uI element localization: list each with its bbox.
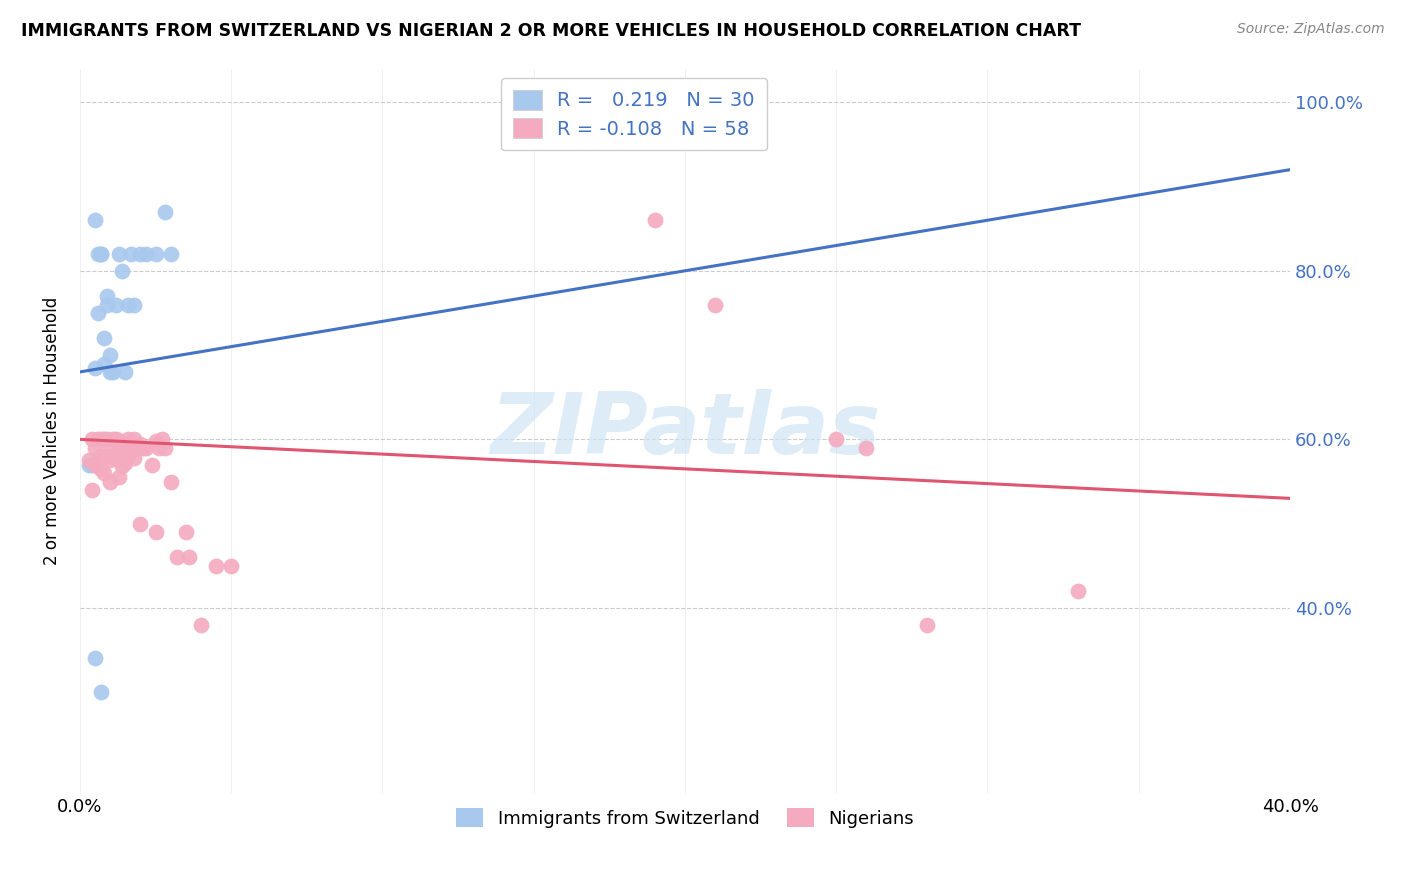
- Point: [120, 436, 142, 450]
- Point: [96, 289, 118, 303]
- Point: [174, 524, 197, 539]
- Point: [132, 441, 155, 455]
- Point: [1067, 584, 1090, 599]
- Point: [96, 297, 118, 311]
- Point: [117, 297, 139, 311]
- Point: [704, 95, 727, 110]
- Point: [105, 433, 128, 447]
- Point: [90, 449, 112, 463]
- Point: [90, 433, 112, 447]
- Point: [111, 441, 134, 455]
- Point: [114, 439, 136, 453]
- Point: [93, 357, 115, 371]
- Point: [108, 434, 131, 448]
- Point: [159, 475, 181, 489]
- Point: [84, 651, 107, 665]
- Point: [141, 458, 163, 472]
- Y-axis label: 2 or more Vehicles in Household: 2 or more Vehicles in Household: [44, 297, 60, 565]
- Point: [80, 483, 103, 497]
- Point: [93, 449, 115, 463]
- Point: [145, 434, 167, 448]
- Point: [90, 247, 112, 261]
- Point: [150, 433, 173, 447]
- Point: [108, 247, 131, 261]
- Point: [704, 297, 727, 311]
- Point: [124, 450, 146, 465]
- Point: [98, 348, 121, 362]
- Point: [84, 360, 107, 375]
- Text: ZIPatlas: ZIPatlas: [489, 390, 880, 473]
- Point: [98, 436, 121, 450]
- Point: [98, 475, 121, 489]
- Point: [127, 441, 149, 455]
- Point: [135, 441, 157, 455]
- Point: [105, 297, 128, 311]
- Point: [84, 458, 107, 472]
- Point: [111, 459, 134, 474]
- Point: [98, 453, 121, 467]
- Point: [129, 516, 152, 531]
- Point: [124, 433, 146, 447]
- Point: [644, 213, 666, 227]
- Point: [93, 433, 115, 447]
- Point: [117, 449, 139, 463]
- Point: [87, 306, 110, 320]
- Point: [219, 558, 242, 573]
- Point: [96, 433, 118, 447]
- Point: [87, 247, 110, 261]
- Point: [77, 453, 100, 467]
- Point: [825, 433, 848, 447]
- Point: [80, 458, 103, 472]
- Point: [90, 462, 112, 476]
- Point: [101, 365, 124, 379]
- Point: [145, 247, 167, 261]
- Point: [108, 470, 131, 484]
- Point: [166, 550, 188, 565]
- Point: [87, 453, 110, 467]
- Point: [177, 550, 200, 565]
- Point: [105, 450, 128, 465]
- Point: [108, 453, 131, 467]
- Point: [80, 433, 103, 447]
- Point: [96, 449, 118, 463]
- Point: [190, 617, 212, 632]
- Text: IMMIGRANTS FROM SWITZERLAND VS NIGERIAN 2 OR MORE VEHICLES IN HOUSEHOLD CORRELAT: IMMIGRANTS FROM SWITZERLAND VS NIGERIAN …: [21, 22, 1081, 40]
- Point: [145, 524, 167, 539]
- Point: [90, 685, 112, 699]
- Point: [159, 247, 181, 261]
- Point: [114, 456, 136, 470]
- Point: [101, 449, 124, 463]
- Point: [111, 264, 134, 278]
- Point: [148, 441, 170, 455]
- Point: [124, 297, 146, 311]
- Point: [101, 433, 124, 447]
- Point: [93, 331, 115, 345]
- Point: [117, 433, 139, 447]
- Point: [153, 204, 176, 219]
- Point: [114, 365, 136, 379]
- Point: [120, 247, 142, 261]
- Point: [205, 558, 228, 573]
- Text: Source: ZipAtlas.com: Source: ZipAtlas.com: [1237, 22, 1385, 37]
- Point: [87, 433, 110, 447]
- Point: [855, 441, 877, 455]
- Point: [915, 617, 938, 632]
- Point: [84, 213, 107, 227]
- Point: [129, 247, 152, 261]
- Legend: Immigrants from Switzerland, Nigerians: Immigrants from Switzerland, Nigerians: [449, 801, 921, 835]
- Point: [84, 441, 107, 455]
- Point: [93, 466, 115, 480]
- Point: [129, 436, 152, 450]
- Point: [135, 247, 157, 261]
- Point: [77, 458, 100, 472]
- Point: [98, 365, 121, 379]
- Point: [153, 441, 176, 455]
- Point: [90, 247, 112, 261]
